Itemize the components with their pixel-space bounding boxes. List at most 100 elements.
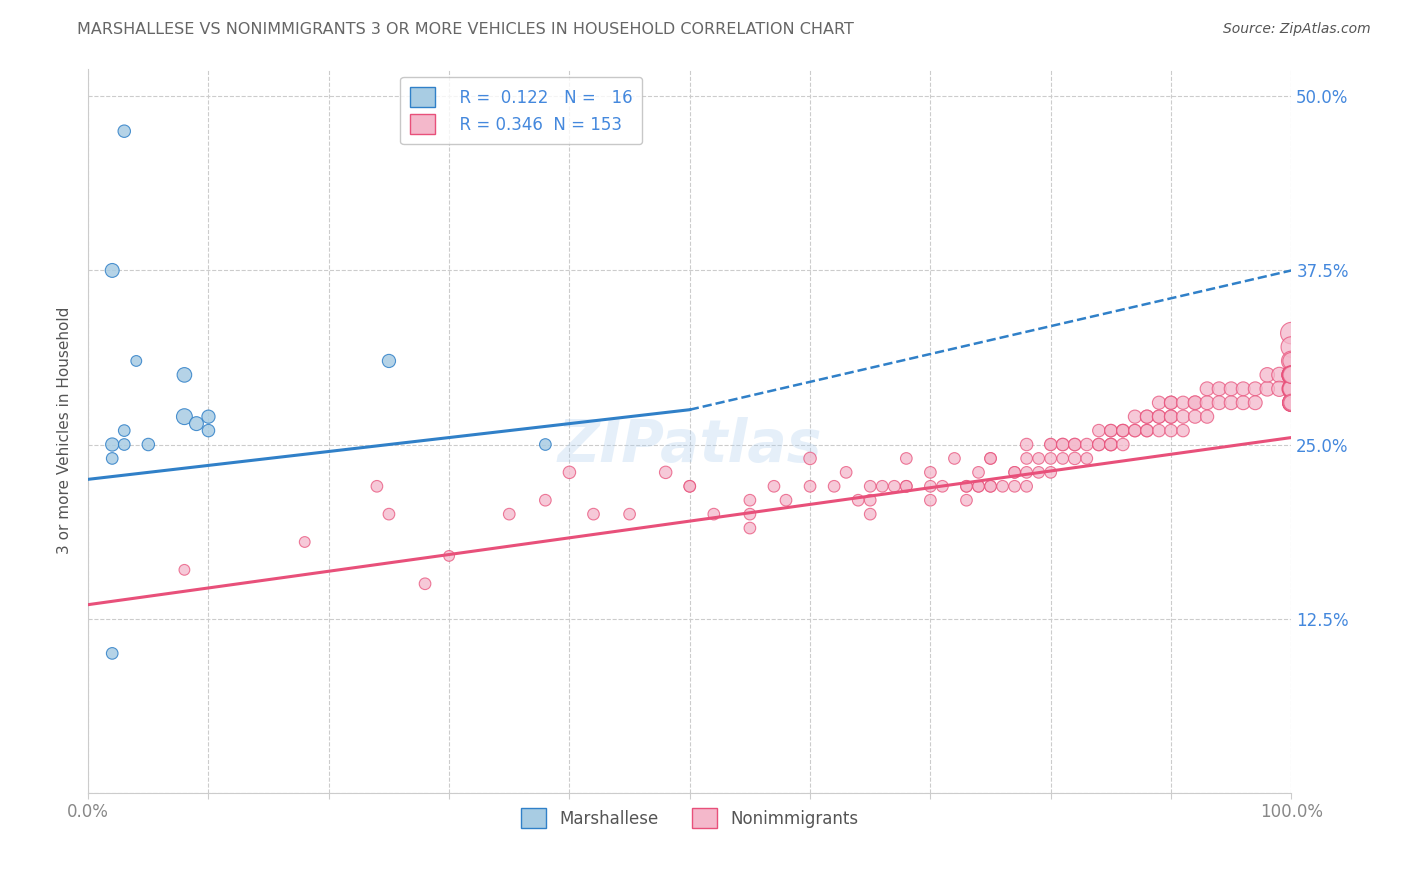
Point xyxy=(859,479,882,493)
Point xyxy=(896,479,918,493)
Point xyxy=(1099,424,1122,438)
Point xyxy=(1197,409,1219,424)
Point xyxy=(1279,382,1302,396)
Point xyxy=(654,466,676,480)
Point xyxy=(1279,354,1302,368)
Point xyxy=(1279,368,1302,382)
Point xyxy=(1279,368,1302,382)
Point xyxy=(1052,437,1074,451)
Point xyxy=(186,417,208,431)
Point xyxy=(1147,395,1170,409)
Point xyxy=(101,437,124,451)
Point xyxy=(173,563,195,577)
Point xyxy=(1279,382,1302,396)
Point xyxy=(799,451,821,466)
Point xyxy=(1256,368,1278,382)
Point xyxy=(1123,424,1146,438)
Point xyxy=(1063,451,1085,466)
Point xyxy=(1197,382,1219,396)
Point xyxy=(1220,395,1243,409)
Point xyxy=(955,479,977,493)
Point xyxy=(1184,409,1206,424)
Point xyxy=(1279,368,1302,382)
Point xyxy=(1268,368,1291,382)
Point xyxy=(1004,479,1026,493)
Point xyxy=(1279,395,1302,409)
Point xyxy=(955,493,977,508)
Point xyxy=(1123,424,1146,438)
Point xyxy=(136,437,159,451)
Point xyxy=(1004,466,1026,480)
Point xyxy=(703,507,725,521)
Point xyxy=(967,466,990,480)
Point xyxy=(1220,382,1243,396)
Point xyxy=(378,507,401,521)
Point xyxy=(1112,424,1135,438)
Point xyxy=(1004,466,1026,480)
Point xyxy=(1279,368,1302,382)
Point xyxy=(1279,395,1302,409)
Point xyxy=(679,479,702,493)
Point xyxy=(1028,466,1050,480)
Point xyxy=(101,451,124,466)
Point xyxy=(859,507,882,521)
Point xyxy=(1279,382,1302,396)
Point xyxy=(1039,437,1062,451)
Point xyxy=(1232,395,1254,409)
Point xyxy=(1208,382,1230,396)
Point xyxy=(846,493,869,508)
Point xyxy=(980,451,1002,466)
Point xyxy=(738,493,761,508)
Point xyxy=(1099,437,1122,451)
Point xyxy=(1197,395,1219,409)
Point xyxy=(1279,382,1302,396)
Point xyxy=(1279,368,1302,382)
Point xyxy=(1015,451,1038,466)
Point xyxy=(1184,395,1206,409)
Point xyxy=(967,479,990,493)
Point xyxy=(980,479,1002,493)
Point xyxy=(1279,368,1302,382)
Point xyxy=(1279,354,1302,368)
Text: MARSHALLESE VS NONIMMIGRANTS 3 OR MORE VEHICLES IN HOUSEHOLD CORRELATION CHART: MARSHALLESE VS NONIMMIGRANTS 3 OR MORE V… xyxy=(77,22,855,37)
Point xyxy=(101,263,124,277)
Point xyxy=(931,479,953,493)
Point xyxy=(738,521,761,535)
Point xyxy=(762,479,785,493)
Point xyxy=(197,409,219,424)
Text: ZIPatlas: ZIPatlas xyxy=(558,417,823,474)
Point xyxy=(437,549,460,563)
Point xyxy=(980,479,1002,493)
Point xyxy=(955,479,977,493)
Point xyxy=(1136,409,1159,424)
Point xyxy=(1099,424,1122,438)
Point xyxy=(558,466,581,480)
Y-axis label: 3 or more Vehicles in Household: 3 or more Vehicles in Household xyxy=(58,307,72,554)
Point xyxy=(1088,424,1111,438)
Point xyxy=(1136,424,1159,438)
Point xyxy=(980,451,1002,466)
Point xyxy=(1136,424,1159,438)
Point xyxy=(1099,437,1122,451)
Point xyxy=(799,479,821,493)
Point xyxy=(1112,437,1135,451)
Point xyxy=(679,479,702,493)
Point xyxy=(1088,437,1111,451)
Point xyxy=(112,424,135,438)
Point xyxy=(1136,409,1159,424)
Point xyxy=(1279,368,1302,382)
Point xyxy=(859,493,882,508)
Point xyxy=(1147,409,1170,424)
Point xyxy=(823,479,845,493)
Point xyxy=(1039,466,1062,480)
Point xyxy=(1088,437,1111,451)
Point xyxy=(1123,409,1146,424)
Point xyxy=(1015,466,1038,480)
Point xyxy=(1015,437,1038,451)
Point xyxy=(920,479,942,493)
Point xyxy=(112,124,135,138)
Point xyxy=(1256,382,1278,396)
Point xyxy=(1268,382,1291,396)
Point xyxy=(1279,382,1302,396)
Point xyxy=(294,535,316,549)
